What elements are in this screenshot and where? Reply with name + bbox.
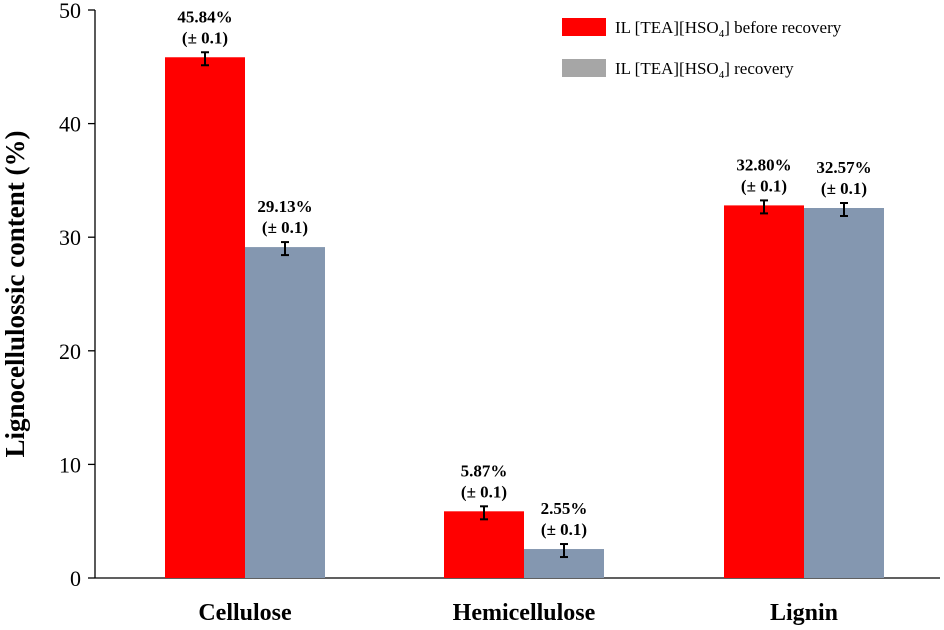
bar [444,511,524,578]
data-label-error: (± 0.1) [262,218,308,237]
data-label-error: (± 0.1) [541,520,587,539]
data-label-value: 2.55% [541,499,588,518]
bar [245,247,325,579]
data-label-value: 45.84% [177,7,232,26]
legend-label: IL [TEA][HSO4] before recovery [615,18,842,40]
data-label-value: 32.80% [736,155,791,174]
data-labels-group: 45.84% (± 0.1) 29.13% (± 0.1) 5.87% (± 0.1) 2.… [177,7,871,539]
data-label-value: 5.87% [461,461,508,480]
legend: IL [TEA][HSO4] before recovery IL [TEA][H… [562,18,842,81]
data-label-value: 29.13% [257,197,312,216]
legend-swatch [562,59,606,77]
y-tick-label: 40 [59,112,81,137]
data-label-error: (± 0.1) [182,28,228,47]
y-tick-label: 50 [59,0,81,23]
legend-swatch [562,18,606,36]
legend-label: IL [TEA][HSO4] recovery [615,59,794,81]
data-label-value: 32.57% [816,158,871,177]
x-category-label: Cellulose [198,600,292,626]
bar [165,57,245,579]
bars-group [165,51,884,579]
y-tick-label: 30 [59,225,81,250]
data-label-error: (± 0.1) [821,179,867,198]
bar [804,208,884,578]
data-label-error: (± 0.1) [461,482,507,501]
y-tick-label: 20 [59,339,81,364]
y-axis-title: Lignocellulossic content (%) [0,131,30,458]
x-category-label: Hemicellulose [453,600,596,626]
y-tick-label: 10 [59,452,81,477]
x-category-label: Lignin [770,600,838,626]
y-tick-label: 0 [70,566,81,591]
data-label-error: (± 0.1) [741,176,787,195]
bar [724,205,804,578]
